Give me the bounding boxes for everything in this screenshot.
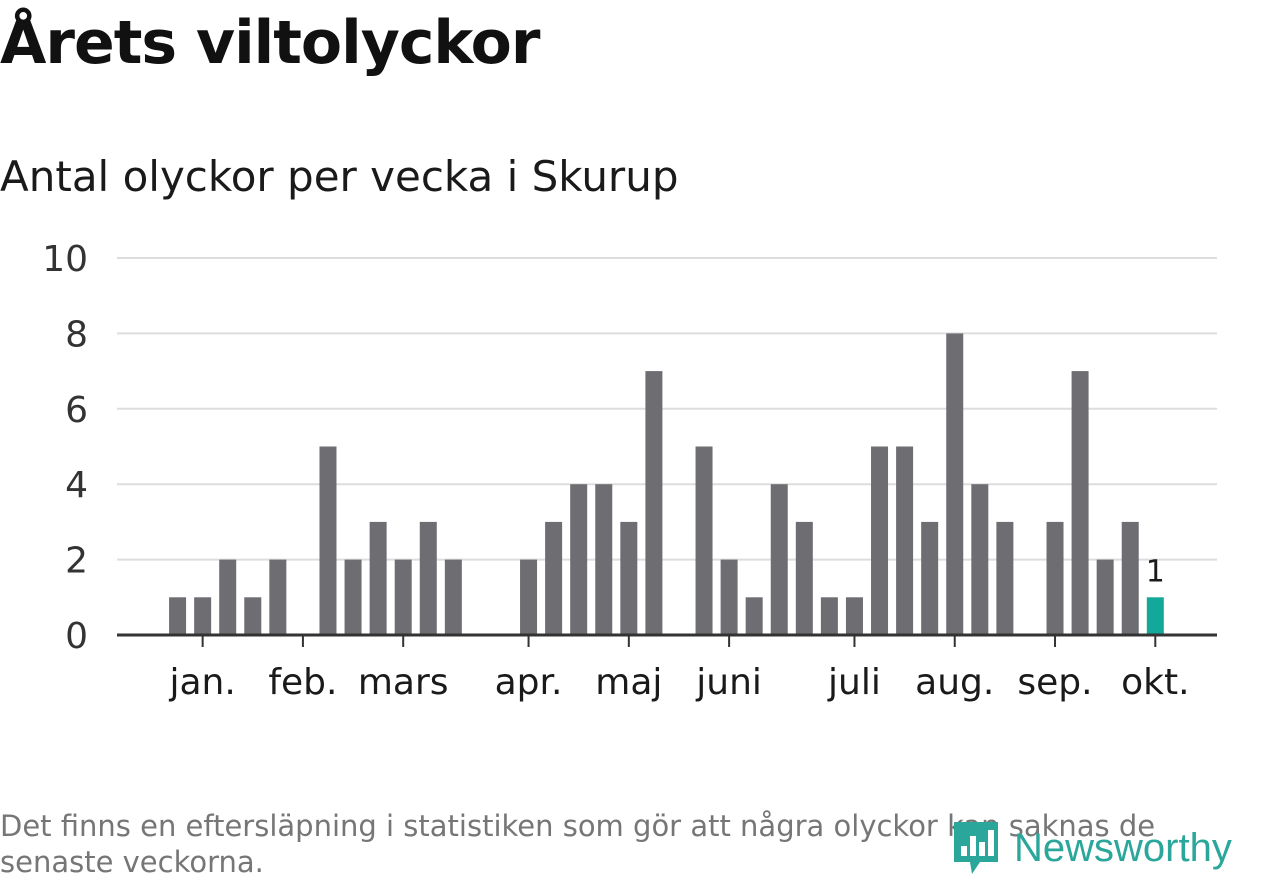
bar xyxy=(921,521,939,635)
bar xyxy=(319,446,337,635)
bar xyxy=(1046,521,1064,635)
bar xyxy=(845,597,863,635)
chart-subtitle: Antal olyckor per vecka i Skurup xyxy=(0,152,679,201)
bar xyxy=(620,521,638,635)
bar xyxy=(344,559,362,635)
x-tick-label: okt. xyxy=(1121,662,1189,703)
y-tick-label: 2 xyxy=(65,541,88,582)
x-tick-label: mars xyxy=(358,662,449,703)
bar xyxy=(444,559,462,635)
bar xyxy=(1121,521,1139,635)
x-tick-label: aug. xyxy=(915,662,994,703)
x-tick-label: feb. xyxy=(268,662,337,703)
bar xyxy=(896,446,914,635)
bar xyxy=(269,559,287,635)
bar xyxy=(169,597,187,635)
x-tick-label: apr. xyxy=(495,662,563,703)
highlight-bar xyxy=(1146,597,1164,635)
x-tick-label: juli xyxy=(827,662,881,703)
bar xyxy=(695,446,713,635)
bar xyxy=(795,521,813,635)
bar xyxy=(745,597,763,635)
bar xyxy=(545,521,563,635)
bar xyxy=(419,521,437,635)
bar xyxy=(244,597,262,635)
bar xyxy=(369,521,387,635)
bar xyxy=(820,597,838,635)
x-tick-label: juni xyxy=(695,662,762,703)
bar xyxy=(219,559,237,635)
y-tick-label: 8 xyxy=(65,314,88,355)
bar xyxy=(645,371,663,635)
bar xyxy=(1096,559,1114,635)
chart-title: Årets viltolyckor xyxy=(0,8,540,78)
x-tick-label: sep. xyxy=(1017,662,1092,703)
bar xyxy=(520,559,538,635)
bar-chart: 0 2 4 6 8 10 1 jan. feb. mars apr. maj juni juli aug. s… xyxy=(42,239,1217,703)
y-tick-label: 4 xyxy=(65,465,88,506)
data-label: 1 xyxy=(1146,554,1165,589)
bar xyxy=(570,484,588,635)
y-tick-label: 10 xyxy=(42,239,88,280)
logo-text: Newsworthy xyxy=(1014,825,1232,870)
bar xyxy=(1071,371,1089,635)
y-tick-label: 0 xyxy=(65,616,88,657)
bar xyxy=(996,521,1014,635)
bar xyxy=(720,559,738,635)
bar xyxy=(971,484,989,635)
newsworthy-logo-icon xyxy=(954,822,998,874)
x-tick-label: jan. xyxy=(168,662,235,703)
bar xyxy=(871,446,889,635)
bar xyxy=(194,597,212,635)
bar xyxy=(394,559,412,635)
newsworthy-logo: Newsworthy xyxy=(950,818,1232,878)
y-tick-label: 6 xyxy=(65,390,88,431)
bar xyxy=(595,484,613,635)
x-tick-label: maj xyxy=(595,662,662,703)
bar xyxy=(770,484,788,635)
bar xyxy=(946,333,964,635)
